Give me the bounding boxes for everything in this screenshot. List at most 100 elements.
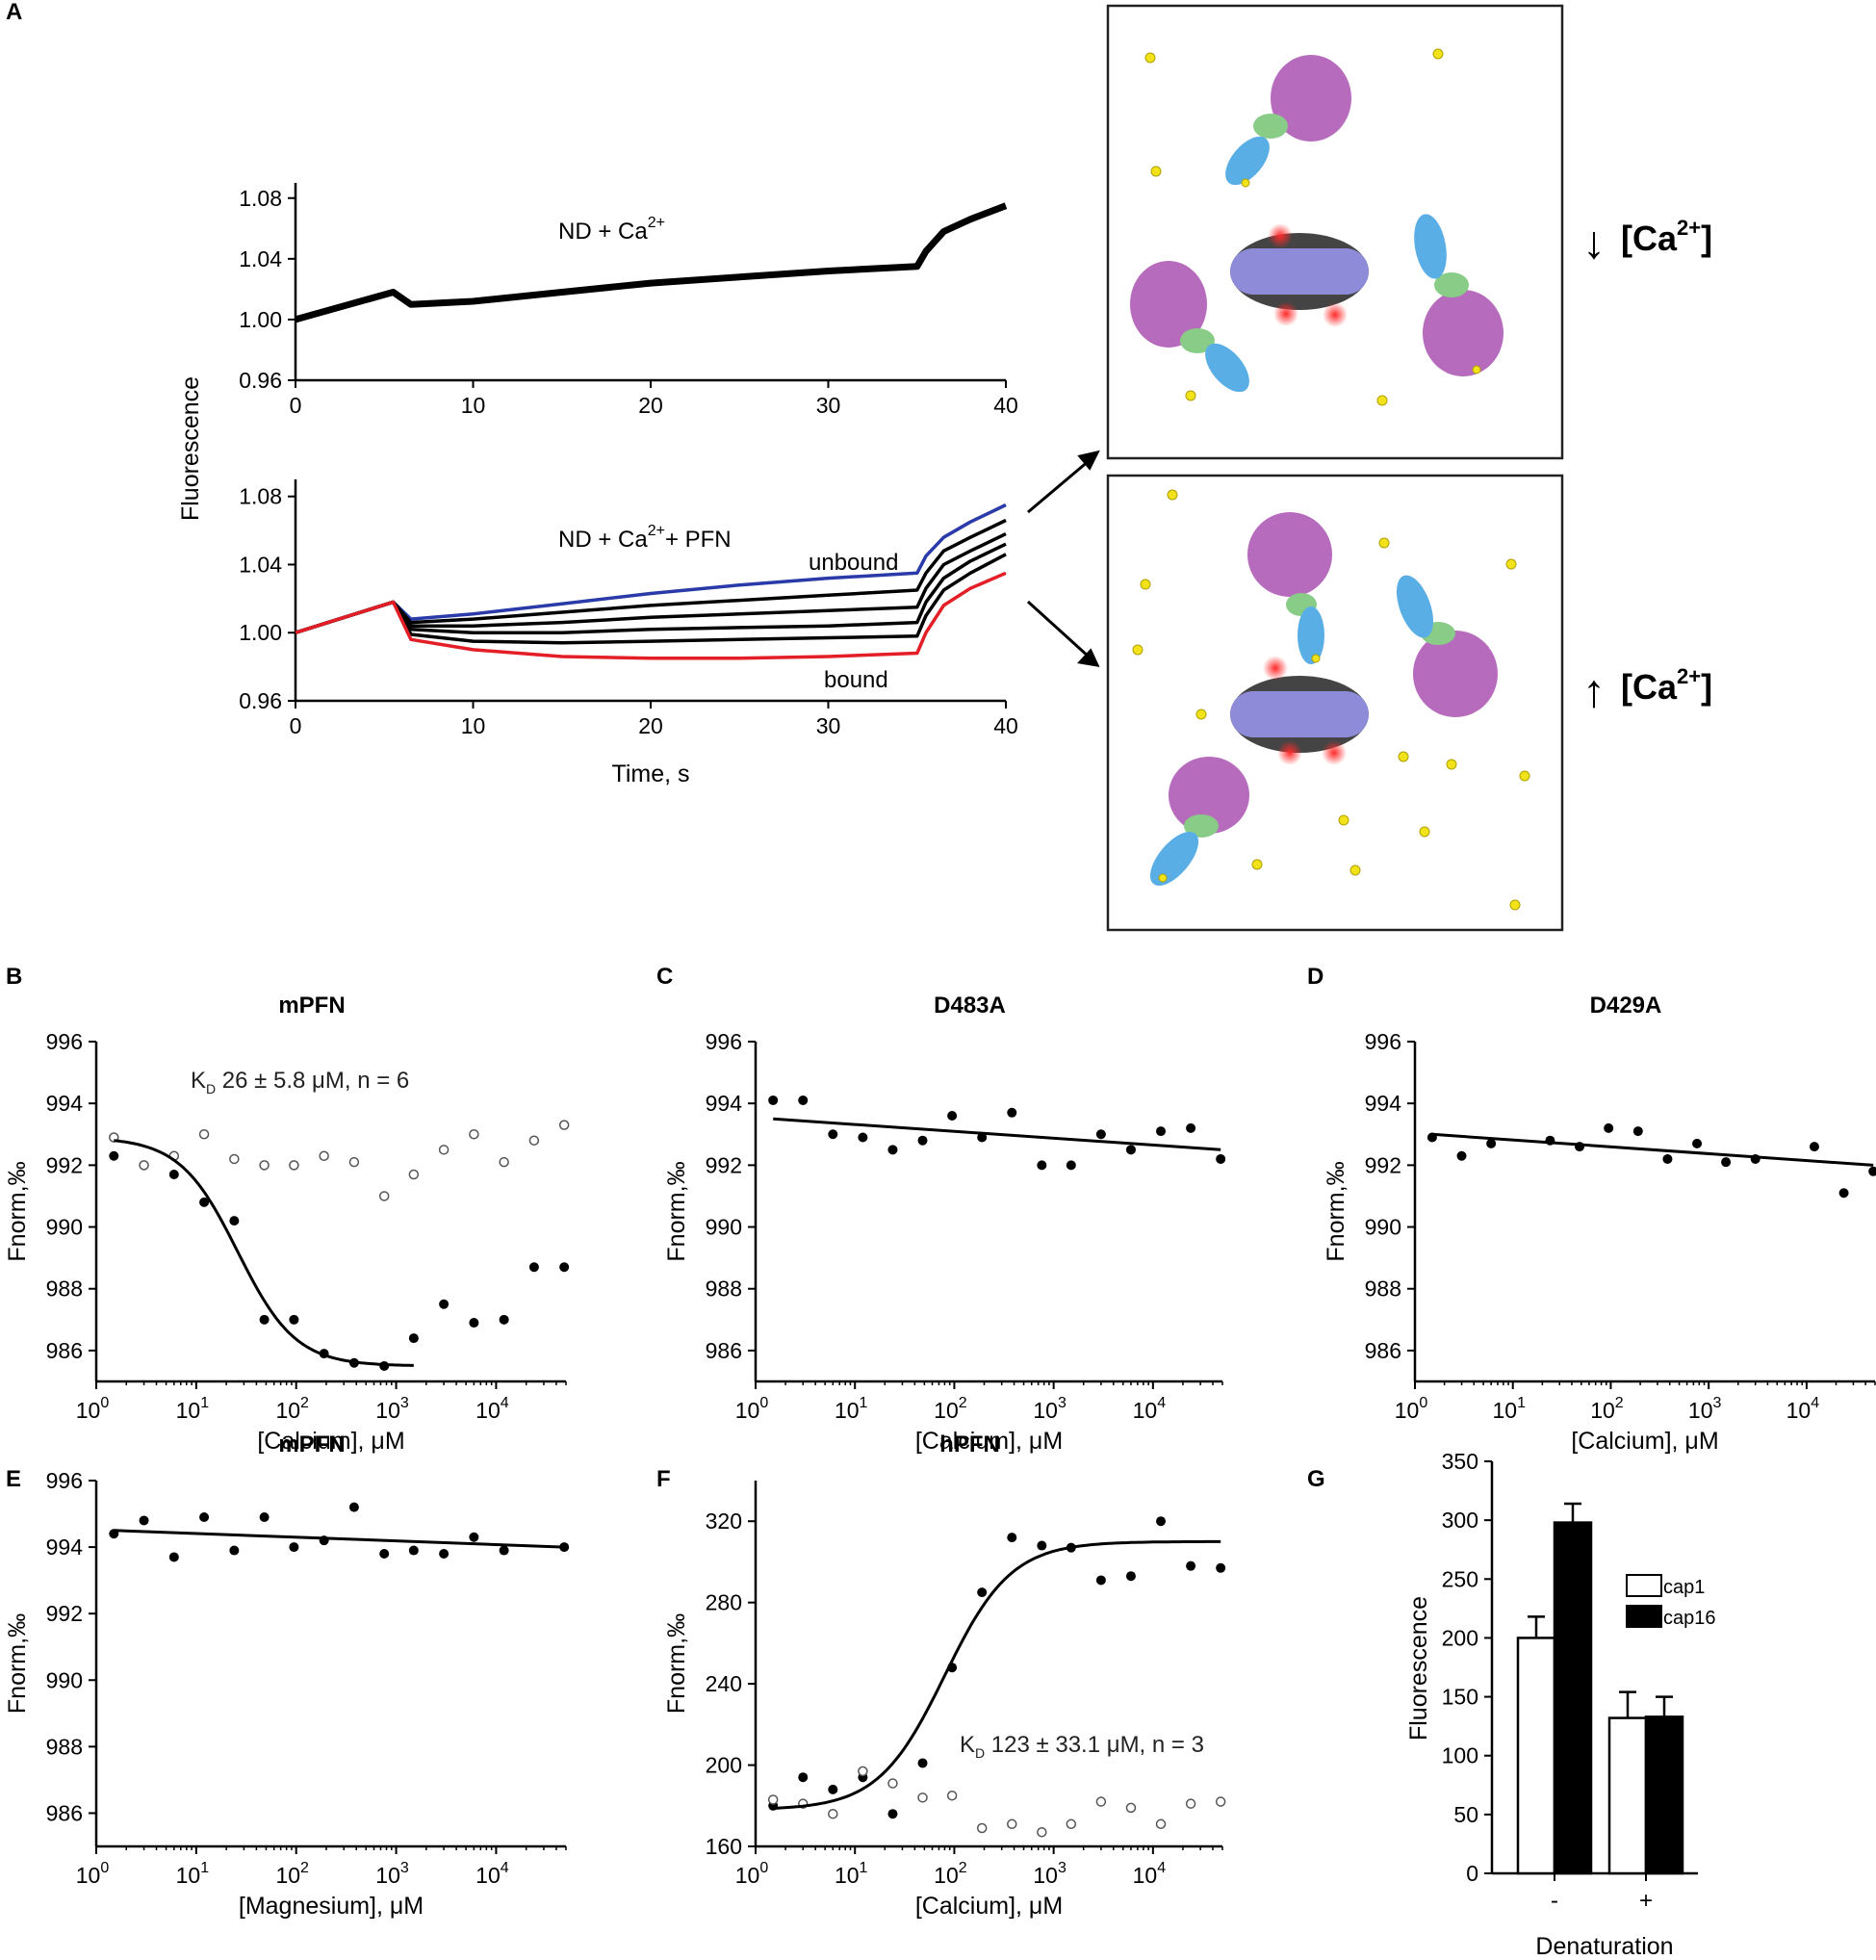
y-tick-label: 1.00 xyxy=(239,307,282,332)
chart-a-bottom: 0.96 1.00 1.04 1.08 0 10 20 30 40 ND + Ca2++ PFN u… xyxy=(239,479,1018,787)
data-point-filled xyxy=(289,1314,299,1325)
data-point-filled xyxy=(1838,1188,1849,1199)
data-point-filled xyxy=(1125,1145,1136,1155)
perforin-molecule xyxy=(1149,757,1249,887)
y-tick-label: 50 xyxy=(1453,1802,1478,1827)
x-tick-label: 30 xyxy=(816,713,841,738)
kd-annotation: KD 123 ± 33.1 μM, n = 3 xyxy=(960,1732,1204,1761)
data-point-filled xyxy=(1066,1160,1076,1171)
y-tick-label: 994 xyxy=(46,1534,84,1560)
data-point-filled xyxy=(168,1169,179,1179)
x-tick-label: 10 xyxy=(461,713,486,738)
arrow-to-top-box xyxy=(1027,458,1091,514)
domain-blue xyxy=(1149,831,1199,887)
data-point-open xyxy=(1215,1796,1226,1807)
y-axis-label: Fnorm,‰ xyxy=(663,1613,690,1714)
trace-traces xyxy=(295,202,1008,323)
down-arrow-icon: ↓ xyxy=(1582,218,1606,269)
trace-annotation: ND + Ca2+ xyxy=(558,215,665,245)
data-point-filled xyxy=(379,1549,390,1559)
x-tick-label: 104 xyxy=(1133,1395,1167,1423)
data-point-filled xyxy=(439,1299,450,1309)
calcium-ion xyxy=(1432,48,1444,60)
y-tick-label: 990 xyxy=(706,1215,742,1240)
y-axis-label: Fluorescence xyxy=(1405,1596,1432,1741)
calcium-ion xyxy=(1472,365,1481,374)
trace-trace-4 xyxy=(295,553,1007,645)
x-tick-label: 100 xyxy=(76,1395,110,1423)
data-point-open xyxy=(469,1129,479,1140)
y-tick-label: 996 xyxy=(46,1029,83,1054)
x-tick-label: 101 xyxy=(1492,1395,1526,1423)
y-tick-label: 986 xyxy=(46,1338,83,1363)
x-tick-label: 0 xyxy=(290,393,302,418)
bar-cap16 xyxy=(1644,1715,1684,1875)
data-point-open xyxy=(828,1808,838,1819)
data-point-open xyxy=(1185,1798,1196,1809)
chart-c: 986 988 990 992 994 996 100 101 102 103 104 D483A [C… xyxy=(663,993,1226,1455)
chart-e: 986 988 990 992 994 996 100 101 102 103 104 mPFN [Ma… xyxy=(4,1431,570,1920)
domain-green xyxy=(1180,328,1215,353)
nanodisc-belt xyxy=(1230,248,1369,295)
y-tick-label: 994 xyxy=(46,1091,84,1116)
y-tick-label: 300 xyxy=(1442,1508,1478,1533)
data-point-open xyxy=(1066,1818,1077,1830)
bound-label: bound xyxy=(824,667,888,693)
glow-spot xyxy=(1322,740,1347,765)
data-point-open xyxy=(198,1129,210,1140)
data-point-filled xyxy=(1125,1571,1136,1582)
x-axis-label: [Calcium], μM xyxy=(915,1428,1063,1455)
nanodisc-belt xyxy=(1230,691,1369,737)
data-point-filled xyxy=(499,1314,509,1325)
y-tick-label: 1.08 xyxy=(239,186,282,211)
data-point-open xyxy=(767,1794,779,1805)
y-tick-label: 990 xyxy=(46,1667,83,1692)
y-tick-label: 350 xyxy=(1442,1449,1478,1474)
arrow-head-bottom xyxy=(1077,648,1100,667)
domain-purple xyxy=(1423,290,1503,376)
calcium-ion xyxy=(1132,644,1144,656)
x-tick-label: 102 xyxy=(1590,1395,1624,1423)
y-tick-label: 1.00 xyxy=(239,620,282,645)
x-tick-label: 102 xyxy=(275,1395,309,1423)
data-point-open xyxy=(229,1153,240,1165)
calcium-ion xyxy=(1338,814,1349,826)
calcium-ion xyxy=(1140,579,1151,590)
y-tick-label: 240 xyxy=(706,1671,742,1696)
data-point-filled xyxy=(768,1095,779,1105)
x-tick-label: 104 xyxy=(475,1860,509,1888)
calcium-ion xyxy=(1158,873,1168,883)
fit-line xyxy=(773,1117,1221,1151)
x-tick-label: 103 xyxy=(1688,1395,1722,1423)
y-axis-label: Fnorm,‰ xyxy=(4,1161,31,1261)
x-tick-label: 102 xyxy=(934,1860,967,1888)
x-tick-label: 102 xyxy=(275,1860,309,1888)
data-point-filled xyxy=(109,1150,119,1161)
x-tick-label: 101 xyxy=(835,1395,868,1423)
data-point-filled xyxy=(1632,1126,1643,1137)
y-axis-label: Fluorescence xyxy=(177,376,204,521)
calcium-ion xyxy=(1144,52,1156,64)
data-point-filled xyxy=(828,1784,838,1794)
y-tick-label: 0.96 xyxy=(239,368,282,393)
data-point-open xyxy=(348,1156,360,1168)
legend-swatch-cap1 xyxy=(1626,1574,1662,1597)
domain-blue xyxy=(1225,136,1270,186)
chart-title: D483A xyxy=(934,993,1006,1019)
calcium-ion xyxy=(1251,859,1263,870)
calcium-ion xyxy=(1376,395,1388,406)
legend-label-cap16: cap16 xyxy=(1663,1608,1716,1629)
y-tick-label: 160 xyxy=(706,1834,742,1859)
x-axis-label: [Magnesium], μM xyxy=(239,1893,424,1920)
data-point-open xyxy=(1155,1818,1167,1830)
glow-spot xyxy=(1273,301,1298,326)
data-point-filled xyxy=(289,1542,299,1553)
y-tick-label: 994 xyxy=(1365,1091,1402,1116)
data-point-open xyxy=(1095,1796,1107,1807)
y-tick-label: 988 xyxy=(46,1277,83,1302)
chart-g: 0 50 100 150 200 250 300 350 - + Denaturation Fluor… xyxy=(1405,1449,1716,1960)
glow-spot xyxy=(1277,740,1302,765)
domain-blue xyxy=(1414,214,1447,279)
data-point-filled xyxy=(1095,1575,1106,1586)
fit-line xyxy=(1431,1132,1874,1167)
